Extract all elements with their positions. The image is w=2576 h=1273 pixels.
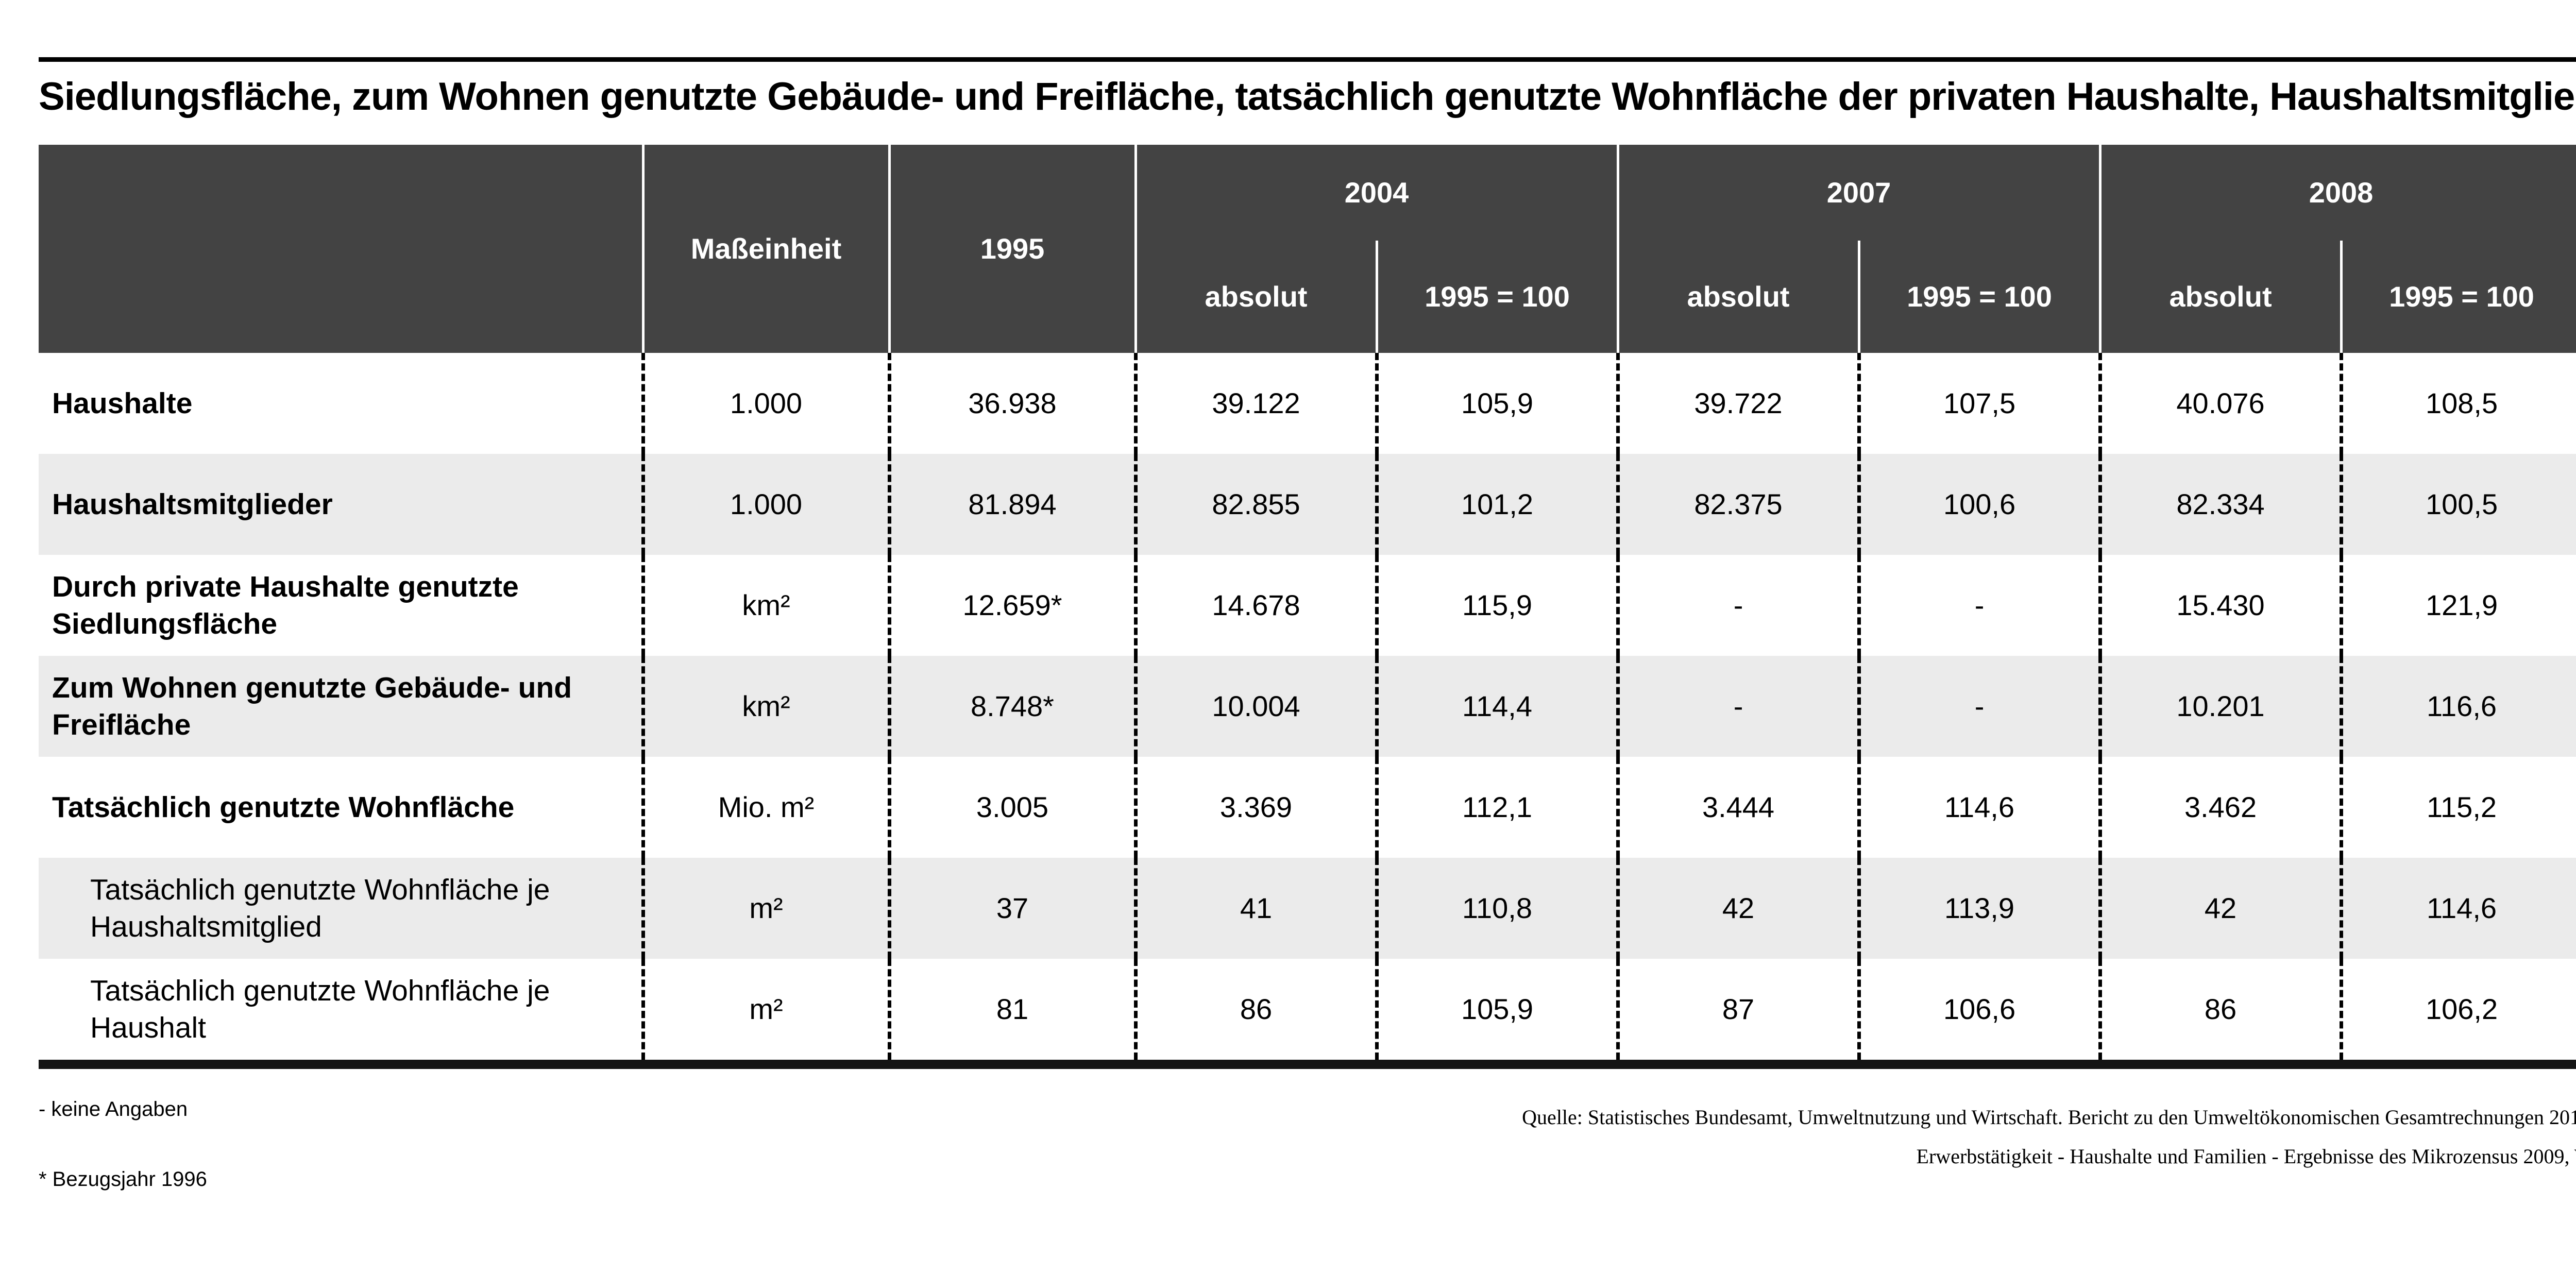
- cell-value: 108,5: [2341, 352, 2576, 454]
- cell-value: 114,6: [2341, 857, 2576, 959]
- header-year-group-2004: 2004: [1136, 144, 1619, 241]
- header-base-year-col: 1995: [889, 144, 1137, 353]
- header-sub-index: 1995 = 100: [1859, 240, 2102, 353]
- row-label: Haushaltsmitglieder: [39, 453, 645, 555]
- header-unit-col: Maßeinheit: [643, 144, 891, 353]
- header-sub-absolut: absolut: [2100, 240, 2343, 353]
- cell-value: 100,6: [1859, 453, 2102, 555]
- cell-value: 82.334: [2100, 453, 2343, 555]
- cell-value: 112,1: [1377, 756, 1620, 858]
- table-row: Tatsächlich genutzte Wohnfläche je Haush…: [39, 958, 2576, 1064]
- cell-value: -: [1859, 554, 2102, 656]
- cell-value: 115,9: [1377, 554, 1620, 656]
- cell-value: 113,9: [1859, 857, 2102, 959]
- cell-value: 116,6: [2341, 655, 2576, 757]
- cell-value: -: [1859, 655, 2102, 757]
- cell-unit: 1.000: [643, 352, 891, 454]
- cell-1995: 37: [889, 857, 1138, 959]
- header-sub-index: 1995 = 100: [1377, 240, 1619, 353]
- table-row: Durch private Haushalte genutzte Siedlun…: [39, 554, 2576, 656]
- cell-value: 39.722: [1618, 352, 1861, 454]
- cell-value: 107,5: [1859, 352, 2102, 454]
- cell-1995: 81: [889, 958, 1138, 1064]
- cell-value: 106,6: [1859, 958, 2102, 1064]
- cell-1995: 8.748*: [889, 655, 1138, 757]
- table-body: Haushalte 1.000 36.938 39.122 105,9 39.7…: [39, 352, 2576, 1064]
- header-sub-index: 1995 = 100: [2341, 240, 2576, 353]
- cell-1995: 81.894: [889, 453, 1138, 555]
- cell-value: 3.444: [1618, 756, 1861, 858]
- cell-1995: 36.938: [889, 352, 1138, 454]
- header-corner-cell: [39, 144, 645, 353]
- cell-value: 39.122: [1136, 352, 1379, 454]
- table-row: Haushalte 1.000 36.938 39.122 105,9 39.7…: [39, 352, 2576, 454]
- cell-unit: km²: [643, 554, 891, 656]
- cell-value: -: [1618, 655, 1861, 757]
- cell-value: 86: [2100, 958, 2343, 1064]
- cell-value: 42: [2100, 857, 2343, 959]
- table-row: Zum Wohnen genutzte Gebäude- und Freiflä…: [39, 655, 2576, 757]
- row-label: Durch private Haushalte genutzte Siedlun…: [39, 554, 645, 656]
- cell-value: 100,5: [2341, 453, 2576, 555]
- cell-value: 42: [1618, 857, 1861, 959]
- cell-value: 41: [1136, 857, 1379, 959]
- header-sub-absolut: absolut: [1136, 240, 1378, 353]
- cell-value: 86: [1136, 958, 1379, 1064]
- cell-value: -: [1618, 554, 1861, 656]
- header-year-group-2008: 2008: [2100, 144, 2576, 241]
- cell-value: 105,9: [1377, 352, 1620, 454]
- cell-value: 87: [1618, 958, 1861, 1064]
- cell-value: 114,4: [1377, 655, 1620, 757]
- cell-unit: Mio. m²: [643, 756, 891, 858]
- row-label: Tatsächlich genutzte Wohnfläche je Haush…: [39, 857, 645, 959]
- cell-unit: m²: [643, 958, 891, 1064]
- cell-value: 101,2: [1377, 453, 1620, 555]
- cell-unit: m²: [643, 857, 891, 959]
- source-citation: Quelle: Statistisches Bundesamt, Umweltn…: [1522, 1098, 2576, 1176]
- cell-value: 110,8: [1377, 857, 1620, 959]
- table-row: Tatsächlich genutzte Wohnfläche je Haush…: [39, 857, 2576, 959]
- header-year-group-2007: 2007: [1618, 144, 2102, 241]
- page: Siedlungsfläche, zum Wohnen genutzte Geb…: [0, 57, 2576, 1191]
- cell-value: 115,2: [2341, 756, 2576, 858]
- top-rule: [39, 57, 2576, 62]
- cell-unit: 1.000: [643, 453, 891, 555]
- cell-1995: 3.005: [889, 756, 1138, 858]
- cell-value: 15.430: [2100, 554, 2343, 656]
- footer: - keine Angaben * Bezugsjahr 1996 Quelle…: [39, 1098, 2576, 1191]
- cell-value: 114,6: [1859, 756, 2102, 858]
- table-row: Haushaltsmitglieder 1.000 81.894 82.855 …: [39, 453, 2576, 555]
- cell-value: 82.375: [1618, 453, 1861, 555]
- cell-value: 3.369: [1136, 756, 1379, 858]
- cell-value: 10.004: [1136, 655, 1379, 757]
- cell-value: 14.678: [1136, 554, 1379, 656]
- table-row: Tatsächlich genutzte Wohnfläche Mio. m² …: [39, 756, 2576, 858]
- cell-value: 105,9: [1377, 958, 1620, 1064]
- source-line-1: Quelle: Statistisches Bundesamt, Umweltn…: [1522, 1105, 2576, 1129]
- cell-value: 106,2: [2341, 958, 2576, 1064]
- footnote-no-data: - keine Angaben: [39, 1097, 188, 1121]
- row-label: Tatsächlich genutzte Wohnfläche je Haush…: [39, 958, 645, 1064]
- header-sub-absolut: absolut: [1618, 240, 1860, 353]
- row-label: Haushalte: [39, 352, 645, 454]
- source-line-2: Erwerbstätigkeit - Haushalte und Familie…: [1916, 1144, 2576, 1168]
- cell-value: 82.855: [1136, 453, 1379, 555]
- table-header: Maßeinheit 1995 2004 2007 2008 2009 abso…: [39, 144, 2576, 353]
- cell-unit: km²: [643, 655, 891, 757]
- cell-1995: 12.659*: [889, 554, 1138, 656]
- footnotes: - keine Angaben * Bezugsjahr 1996: [39, 1098, 207, 1191]
- statistics-table: Maßeinheit 1995 2004 2007 2008 2009 abso…: [39, 144, 2576, 1069]
- page-title: Siedlungsfläche, zum Wohnen genutzte Geb…: [39, 75, 2576, 118]
- cell-value: 10.201: [2100, 655, 2343, 757]
- footnote-reference-year: * Bezugsjahr 1996: [39, 1167, 207, 1191]
- cell-value: 121,9: [2341, 554, 2576, 656]
- cell-value: 40.076: [2100, 352, 2343, 454]
- cell-value: 3.462: [2100, 756, 2343, 858]
- row-label: Tatsächlich genutzte Wohnfläche: [39, 756, 645, 858]
- row-label: Zum Wohnen genutzte Gebäude- und Freiflä…: [39, 655, 645, 757]
